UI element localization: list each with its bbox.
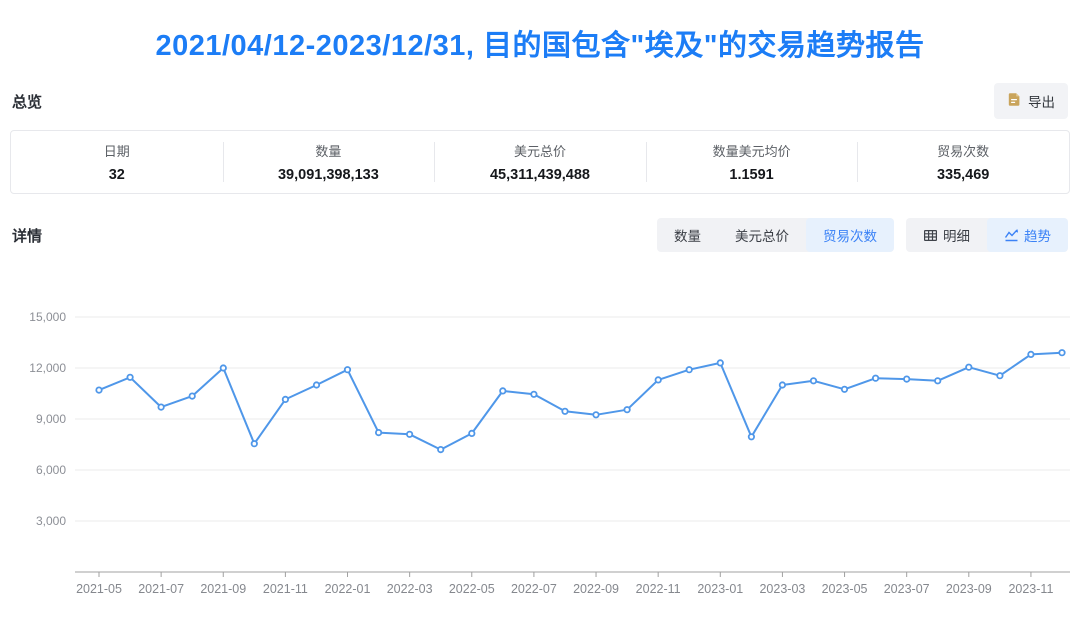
stat-label: 日期 (103, 144, 130, 159)
svg-text:2022-01: 2022-01 (325, 582, 371, 596)
svg-text:2022-11: 2022-11 (636, 582, 681, 596)
overview-section-title: 总览 (12, 93, 43, 111)
detail-section-title: 详情 (12, 227, 43, 245)
svg-text:2022-05: 2022-05 (449, 582, 495, 596)
svg-text:2021-07: 2021-07 (138, 582, 184, 596)
svg-text:15,000: 15,000 (29, 310, 66, 324)
metric-tab-group: 数量 美元总价 贸易次数 (657, 218, 894, 252)
svg-text:2021-11: 2021-11 (263, 582, 308, 596)
trend-line-chart[interactable]: 3,000 6,000 9,000 12,000 15,000 2021-05 2021-0… (0, 284, 1080, 614)
overview-stat: 贸易次数 335,469 (857, 131, 1069, 193)
stat-value: 39,091,398,133 (277, 167, 379, 183)
stat-value: 32 (108, 167, 125, 183)
svg-text:2023-03: 2023-03 (759, 582, 805, 596)
svg-text:2023-07: 2023-07 (884, 582, 930, 596)
stat-value: 45,311,439,488 (489, 167, 590, 183)
export-file-icon (1007, 92, 1022, 110)
stat-label: 美元总价 (513, 144, 566, 159)
tab-groups: 数量 美元总价 贸易次数 明细 趋势 (657, 218, 1068, 252)
tab-label: 明细 (943, 229, 970, 244)
report-title: 2021/04/12-2023/12/31, 目的国包含"埃及"的交易趋势报告 (155, 30, 925, 62)
overview-stat: 日期 32 (11, 131, 223, 193)
svg-text:2023-05: 2023-05 (822, 582, 868, 596)
view-tab-2[interactable]: 趋势 (987, 218, 1068, 252)
tab-label: 贸易次数 (823, 229, 877, 244)
svg-text:9,000: 9,000 (36, 412, 66, 426)
chart-area: 3,000 6,000 9,000 12,000 15,000 2021-05 2021-0… (0, 284, 1080, 619)
overview-header-row: 总览 导出 (0, 83, 1080, 119)
svg-text:2023-09: 2023-09 (946, 582, 992, 596)
svg-text:2023-01: 2023-01 (697, 582, 743, 596)
overview-summary-card: 日期 32 数量 39,091,398,133 美元总价 45,311,439,488 数量… (10, 130, 1070, 194)
export-button-label: 导出 (1028, 95, 1055, 110)
export-button[interactable]: 导出 (994, 83, 1068, 119)
tab-label: 趋势 (1024, 229, 1051, 244)
stat-label: 数量美元均价 (712, 144, 791, 159)
svg-text:2023-11: 2023-11 (1008, 582, 1053, 596)
table-icon (923, 228, 938, 243)
stat-value: 1.1591 (729, 167, 774, 183)
detail-header-row: 详情 数量 美元总价 贸易次数 明细 趋势 (0, 218, 1080, 252)
stat-value: 335,469 (936, 167, 990, 183)
metric-tab-2[interactable]: 美元总价 (718, 218, 806, 252)
overview-stat: 美元总价 45,311,439,488 (434, 131, 646, 193)
svg-text:2022-03: 2022-03 (387, 582, 433, 596)
metric-tab-3[interactable]: 贸易次数 (806, 218, 894, 252)
view-tab-1[interactable]: 明细 (906, 218, 987, 252)
overview-stat: 数量 39,091,398,133 (222, 131, 435, 193)
stat-label: 数量 (315, 144, 342, 159)
tab-label: 美元总价 (735, 229, 789, 244)
svg-text:12,000: 12,000 (29, 361, 66, 375)
svg-text:2022-09: 2022-09 (573, 582, 619, 596)
svg-text:2021-09: 2021-09 (200, 582, 246, 596)
svg-text:2022-07: 2022-07 (511, 582, 557, 596)
tab-label: 数量 (674, 229, 701, 244)
view-tab-group: 明细 趋势 (906, 218, 1068, 252)
svg-text:3,000: 3,000 (36, 514, 66, 528)
stat-label: 贸易次数 (937, 144, 990, 159)
svg-text:2021-05: 2021-05 (76, 582, 122, 596)
svg-text:6,000: 6,000 (36, 463, 66, 477)
overview-stat: 数量美元均价 1.1591 (645, 131, 858, 193)
trend-icon (1004, 228, 1019, 243)
metric-tab-1[interactable]: 数量 (657, 218, 718, 252)
